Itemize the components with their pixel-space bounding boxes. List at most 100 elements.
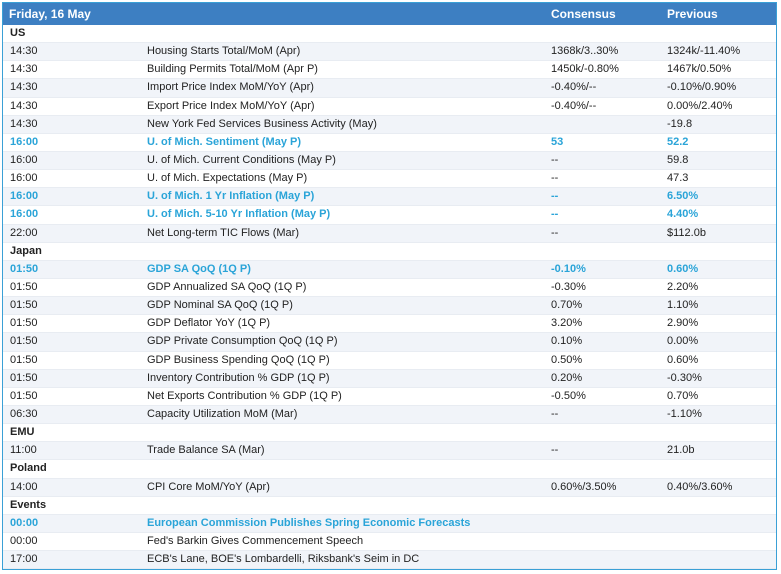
event-row: 22:00 Net Long-term TIC Flows (Mar) -- $112… (3, 224, 776, 243)
consensus-value: -0.40%/-- (551, 99, 597, 112)
previous-value: 1324k/-11.40% (667, 45, 741, 58)
previous-value: 0.60% (667, 353, 699, 366)
section-row: Japan (3, 243, 776, 261)
event-time: 01:50 (10, 335, 38, 348)
event-time: 16:00 (10, 153, 38, 166)
event-row: 14:00 CPI Core MoM/YoY (Apr) 0.60%/3.50% 0.… (3, 478, 776, 497)
event-row: 01:50 Net Exports Contribution % GDP (1Q … (3, 388, 776, 406)
section-label: US (10, 27, 26, 39)
event-time: 17:00 (10, 553, 38, 566)
event-row: 14:30 Export Price Index MoM/YoY (Apr) -0.… (3, 98, 776, 116)
section-row: US (3, 25, 776, 44)
event-time: 01:50 (10, 371, 38, 384)
event-name: GDP Nominal SA QoQ (1Q P) (147, 299, 293, 312)
event-row: 14:30 Building Permits Total/MoM (Apr P) 1… (3, 61, 776, 80)
previous-value: 1467k/0.50% (667, 63, 732, 76)
event-time: 00:00 (10, 516, 39, 529)
previous-value: 47.3 (667, 172, 689, 185)
event-name: GDP SA QoQ (1Q P) (147, 262, 251, 275)
previous-value: 2.90% (667, 317, 699, 330)
event-row: 16:00 U. of Mich. Current Conditions (May… (3, 151, 776, 171)
previous-column-header: Previous (667, 7, 718, 21)
consensus-value: 1450k/-0.80% (551, 63, 619, 76)
consensus-value: -- (551, 444, 559, 457)
previous-value: 6.50% (667, 190, 699, 203)
event-row: 16:00 U. of Mich. Sentiment (May P) 53 52.2 (3, 134, 776, 152)
consensus-value: -0.10% (551, 262, 586, 275)
event-time: 01:50 (10, 389, 38, 402)
event-time: 01:50 (10, 317, 38, 330)
event-name: European Commission Publishes Spring Eco… (147, 516, 471, 529)
event-row: 16:00 U. of Mich. 1 Yr Inflation (May P) -… (3, 188, 776, 207)
section-row: Events (3, 497, 776, 515)
event-time: 01:50 (10, 353, 38, 366)
consensus-value: 3.20% (551, 317, 583, 330)
event-name: ECB's Lane, BOE's Lombardelli, Riksbank'… (147, 553, 420, 566)
event-name: Trade Balance SA (Mar) (147, 444, 265, 457)
event-name: Building Permits Total/MoM (Apr P) (147, 63, 318, 76)
event-name: U. of Mich. Current Conditions (May P) (147, 153, 336, 166)
event-name: New York Fed Services Business Activity … (147, 117, 377, 130)
previous-value: 0.40%/3.60% (667, 480, 733, 493)
event-time: 14:30 (10, 99, 38, 112)
consensus-value: -- (551, 190, 559, 203)
consensus-value: 0.20% (551, 371, 583, 384)
event-row: 01:50 GDP Annualized SA QoQ (1Q P) -0.30% 2… (3, 279, 776, 298)
previous-value: -1.10% (667, 407, 702, 420)
event-row: 16:00 U. of Mich. 5-10 Yr Inflation (May … (3, 206, 776, 225)
event-name: U. of Mich. Sentiment (May P) (147, 135, 302, 148)
calendar-date: Friday, 16 May (9, 7, 91, 21)
previous-value: 2.20% (667, 280, 699, 293)
event-name: Export Price Index MoM/YoY (Apr) (147, 99, 315, 112)
previous-value: 1.10% (667, 299, 699, 312)
previous-value: $112.0b (667, 226, 706, 239)
event-name: Inventory Contribution % GDP (1Q P) (147, 371, 330, 384)
previous-value: -0.10%/0.90% (667, 81, 737, 94)
event-row: 01:50 GDP Deflator YoY (1Q P) 3.20% 2.90% (3, 315, 776, 334)
event-time: 16:00 (10, 190, 39, 203)
event-name: GDP Business Spending QoQ (1Q P) (147, 353, 330, 366)
event-time: 14:30 (10, 63, 38, 76)
event-name: GDP Deflator YoY (1Q P) (147, 317, 271, 330)
event-name: Net Exports Contribution % GDP (1Q P) (147, 389, 342, 402)
section-row: EMU (3, 424, 776, 443)
consensus-value: -- (551, 172, 559, 185)
previous-value: 59.8 (667, 153, 689, 166)
event-name: GDP Annualized SA QoQ (1Q P) (147, 280, 307, 293)
previous-value: -0.30% (667, 371, 702, 384)
previous-value: 0.00% (667, 335, 699, 348)
event-row: 17:00 ECB's Lane, BOE's Lombardelli, Riks… (3, 551, 776, 569)
section-label: EMU (10, 426, 35, 439)
event-time: 14:30 (10, 81, 38, 94)
event-time: 14:30 (10, 117, 38, 130)
event-time: 16:00 (10, 208, 39, 221)
previous-value: 4.40% (667, 208, 699, 221)
event-time: 06:30 (10, 407, 38, 420)
event-name: Fed's Barkin Gives Commencement Speech (147, 534, 364, 547)
event-row: 11:00 Trade Balance SA (Mar) -- 21.0b (3, 442, 776, 461)
section-label: Events (10, 498, 47, 511)
event-name: Import Price Index MoM/YoY (Apr) (147, 81, 314, 94)
consensus-value: -- (551, 226, 559, 239)
event-time: 16:00 (10, 135, 39, 148)
section-label: Poland (10, 462, 47, 475)
consensus-value: 0.50% (551, 353, 583, 366)
event-time: 01:50 (10, 299, 38, 312)
event-name: Housing Starts Total/MoM (Apr) (147, 45, 301, 58)
consensus-value: -- (551, 208, 559, 221)
event-time: 16:00 (10, 172, 38, 185)
section-label: Japan (10, 244, 42, 257)
event-row: 16:00 U. of Mich. Expectations (May P) -- 4… (3, 170, 776, 189)
event-row: 01:50 Inventory Contribution % GDP (1Q P)… (3, 369, 776, 388)
previous-value: 0.70% (667, 389, 699, 402)
consensus-value: 0.10% (551, 335, 583, 348)
consensus-value: 0.70% (551, 299, 583, 312)
consensus-value: -0.40%/-- (551, 81, 597, 94)
event-name: Capacity Utilization MoM (Mar) (147, 407, 298, 420)
event-time: 01:50 (10, 262, 39, 275)
previous-value: -19.8 (667, 117, 693, 130)
previous-value: 52.2 (667, 135, 689, 148)
event-name: CPI Core MoM/YoY (Apr) (147, 480, 270, 493)
previous-value: 0.00%/2.40% (667, 99, 733, 112)
